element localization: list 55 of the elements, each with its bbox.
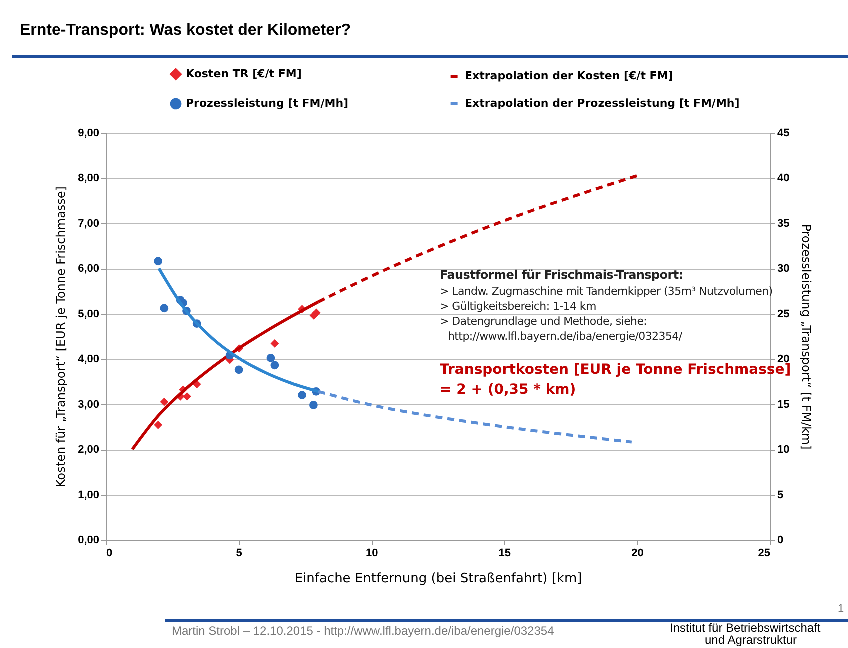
point [312, 308, 321, 318]
x-tick-label: 10 [366, 548, 378, 560]
text: Institut für Betriebswirtschaft [670, 621, 821, 635]
y-tick-label: 8,00 [78, 172, 100, 185]
annotation: = 2 + (0,35 * km) [440, 382, 576, 398]
point [298, 391, 306, 400]
point [160, 398, 169, 406]
point [270, 340, 280, 348]
point [266, 354, 276, 362]
point [270, 361, 280, 370]
legend-label: Extrapolation der Kosten [€/t FM] [465, 70, 674, 82]
y-tick-label: 1,00 [78, 489, 100, 502]
text: und Agrarstruktur [705, 633, 798, 647]
annotation: > Landw. Zugmaschine mit Tandemkipper (35m³ Nutzvolumen) [440, 285, 773, 298]
x-tick-label: 0 [106, 548, 113, 560]
point [160, 304, 169, 313]
y-tick-label: 6,00 [78, 263, 100, 276]
y-axis-title: Kosten für „Transport“ [EUR je Tonne Frischmasse] [54, 186, 68, 488]
y-tick-label: 5,00 [78, 308, 100, 320]
text: Martin Strobl – 12.10.2015 - http://www.lfl.bayern.de/iba/energie/032354 [172, 624, 554, 638]
point [183, 392, 192, 401]
x-tick-label: 20 [632, 548, 644, 560]
legend-label: Extrapolation der Prozessleistung [t FM/Mh] [465, 97, 740, 110]
y-tick-label: 7,00 [78, 218, 100, 230]
annotation: > Datengrundlage und Methode, siehe: [440, 315, 648, 328]
y2-tick-label: 5 [778, 489, 784, 502]
x-tick-label: 5 [236, 548, 242, 560]
y2-tick-label: 35 [778, 218, 790, 230]
chart-title: Ernte-Transport: Was kostet der Kilometer? [20, 22, 352, 40]
text: 1 [838, 603, 844, 615]
y-tick-label: 0,00 [78, 534, 100, 546]
y2-tick-label: 30 [778, 263, 790, 276]
y2-tick-label: 25 [778, 308, 790, 320]
y2-tick-label: 10 [778, 444, 790, 456]
x-tick-label: 25 [758, 548, 770, 560]
y2-tick-label: 45 [778, 128, 790, 140]
x-axis-title: Einfache Entfernung (bei Straßenfahrt) [km] [294, 572, 582, 586]
annotation: > Gültigkeitsbereich: 1-14 km [440, 300, 596, 313]
y2-tick-label: 15 [778, 398, 790, 411]
point [234, 366, 244, 374]
legend-label: Kosten TR [€/t FM] [186, 67, 302, 80]
annotation: Faustformel für Frischmais-Transport: [440, 268, 684, 282]
y2-tick-label: 40 [778, 172, 790, 185]
annotation: http://www.lfl.bayern.de/iba/energie/032354/ [448, 330, 682, 343]
x-tick-label: 15 [498, 548, 512, 560]
point [310, 401, 318, 410]
y-tick-label: 3,00 [78, 398, 100, 411]
y-tick-label: 4,00 [78, 354, 100, 366]
legend-label: Prozessleistung [t FM/Mh] [186, 97, 349, 110]
y2-axis-title: Prozessleistung „Transport“ [t FM/km] [800, 224, 814, 450]
point [154, 257, 163, 266]
y-tick-label: 9,00 [78, 128, 100, 140]
y-tick-label: 2,00 [78, 444, 100, 456]
point [154, 420, 163, 430]
y2-tick-label: 0 [778, 534, 784, 546]
